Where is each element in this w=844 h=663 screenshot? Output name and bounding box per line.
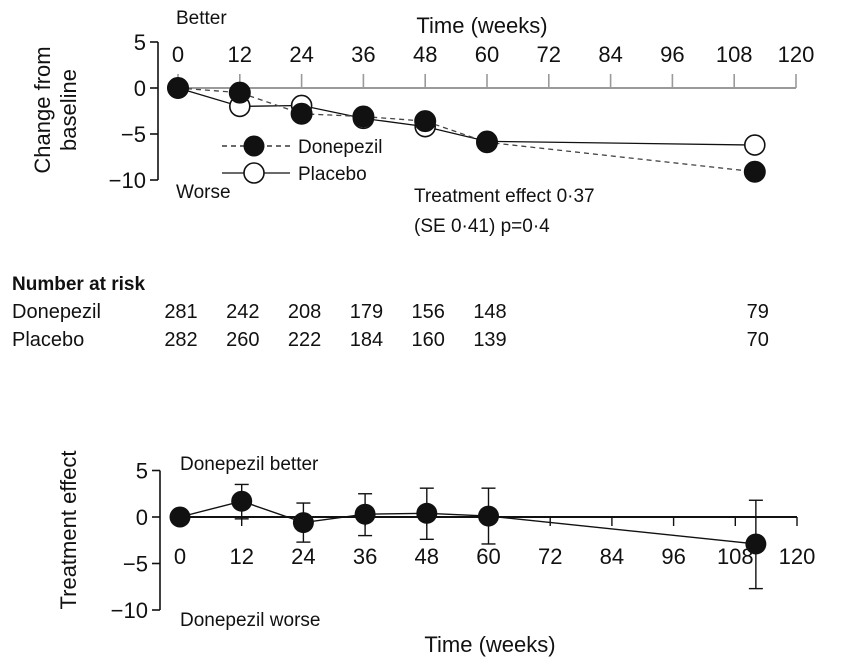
top-x-tick-label: 24 (289, 42, 313, 67)
bottom-worse-label: Donepezil worse (180, 610, 320, 631)
bottom-x-tick-label: 60 (476, 544, 500, 569)
bottom-x-tick-label: 96 (661, 544, 685, 569)
treatment-effect-point (416, 502, 438, 524)
top-series (167, 77, 766, 183)
risk-count: 156 (412, 301, 445, 323)
bottom-x-tick-label: 12 (229, 544, 253, 569)
treatment-effect-point (169, 506, 191, 528)
risk-count: 139 (473, 329, 506, 351)
legend-donepezil-marker (243, 135, 265, 157)
treatment-effect-point (231, 490, 253, 512)
treatment-effect-line1: Treatment effect 0·37 (414, 186, 595, 207)
treatment-effect-point (292, 512, 314, 534)
donepezil-point (476, 131, 498, 154)
treatment-effect-line2: (SE 0·41) p=0·4 (414, 216, 550, 237)
top-worse-label: Worse (176, 182, 231, 203)
bottom-series (169, 483, 767, 590)
risk-count: 148 (473, 301, 506, 323)
placebo-line (177, 87, 755, 146)
bottom-y-axis-title: Treatment effect (56, 451, 81, 610)
top-axes (150, 41, 797, 181)
bottom-x-tick-label: 48 (415, 544, 439, 569)
treatment-effect-point (478, 505, 499, 527)
risk-count: 281 (164, 301, 197, 323)
donepezil-line (177, 87, 755, 173)
top-better-label: Better (176, 8, 227, 29)
bottom-x-tick-labels: 0 12 24 36 48 60 72 84 96 108 120 (174, 544, 815, 569)
risk-count: 184 (350, 329, 383, 351)
legend-placebo-marker (243, 162, 265, 184)
bottom-axes (152, 469, 798, 611)
risk-count: 160 (412, 329, 445, 351)
top-y-tick-label: −10 (109, 168, 146, 193)
top-x-tick-label: 108 (716, 42, 753, 67)
legend-donepezil-label: Donepezil (298, 137, 383, 158)
risk-count: 222 (288, 329, 321, 351)
legend-placebo-label: Placebo (298, 164, 367, 185)
donepezil-point (743, 160, 766, 183)
bottom-x-tick-label: 24 (291, 544, 315, 569)
bottom-better-label: Donepezil better (180, 454, 319, 475)
bottom-y-tick-label: −5 (123, 552, 148, 577)
bottom-x-tick-label: 36 (353, 544, 377, 569)
bottom-y-tick-label: 0 (136, 505, 148, 530)
top-y-axis-title-line1: Change from (30, 46, 55, 173)
risk-count: 260 (226, 329, 259, 351)
risk-counts: 281 242 208 179 156 148 79 282 260 222 184 160 139 70 (164, 301, 769, 351)
bottom-y-tick-label: 5 (136, 459, 148, 484)
donepezil-point (414, 110, 437, 133)
risk-count: 79 (747, 301, 769, 323)
treatment-effect-point (354, 503, 376, 525)
top-y-tick-labels: 5 0 −5 −10 (109, 30, 146, 193)
risk-table-heading: Number at risk (12, 274, 145, 295)
risk-count: 70 (747, 329, 769, 351)
bottom-x-tick-label: 120 (779, 544, 816, 569)
top-x-tick-label: 48 (413, 42, 437, 67)
donepezil-point (228, 81, 251, 104)
top-x-tick-label: 96 (660, 42, 684, 67)
top-x-tick-label: 84 (598, 42, 622, 67)
risk-count: 282 (164, 329, 197, 351)
treatment-effect-line (179, 500, 756, 545)
bottom-y-tick-labels: 5 0 −5 −10 (111, 459, 148, 624)
bottom-x-axis-title: Time (weeks) (424, 632, 555, 657)
bottom-x-tick-label: 84 (600, 544, 624, 569)
risk-count: 208 (288, 301, 321, 323)
top-y-tick-label: 0 (134, 76, 146, 101)
top-x-tick-label: 120 (778, 42, 815, 67)
risk-row-label-donepezil: Donepezil (12, 301, 101, 323)
top-x-tick-label: 72 (537, 42, 561, 67)
treatment-effect-point (745, 533, 767, 555)
top-legend: Donepezil Placebo (222, 135, 383, 185)
top-y-axis-title-line2: baseline (56, 69, 81, 151)
top-x-tick-label: 36 (351, 42, 375, 67)
top-x-tick-label: 60 (475, 42, 499, 67)
risk-row-label-placebo: Placebo (12, 329, 84, 351)
bottom-y-tick-label: −10 (111, 598, 148, 623)
bottom-x-tick-label: 72 (538, 544, 562, 569)
top-x-tick-label: 12 (228, 42, 252, 67)
placebo-point (743, 134, 766, 156)
top-y-tick-label: 5 (134, 30, 146, 55)
top-x-tick-labels: 0 12 24 36 48 60 72 84 96 108 120 (172, 42, 814, 67)
top-panel: 0 12 24 36 48 60 72 84 96 108 120 5 0 −5 −10 Donepezi… (30, 8, 814, 237)
top-y-tick-label: −5 (121, 122, 146, 147)
risk-count: 242 (226, 301, 259, 323)
donepezil-point (352, 105, 375, 128)
top-x-axis-title: Time (weeks) (416, 13, 547, 38)
bottom-x-tick-label: 0 (174, 544, 186, 569)
bottom-panel: 0 12 24 36 48 60 72 84 96 108 120 50−5−10 Time (we… (56, 451, 815, 657)
risk-table: Number at risk Donepezil Placebo 281 242 2… (12, 274, 769, 351)
donepezil-point (167, 77, 189, 99)
risk-count: 179 (350, 301, 383, 323)
donepezil-point (290, 102, 313, 125)
top-x-tick-label: 0 (172, 42, 184, 67)
